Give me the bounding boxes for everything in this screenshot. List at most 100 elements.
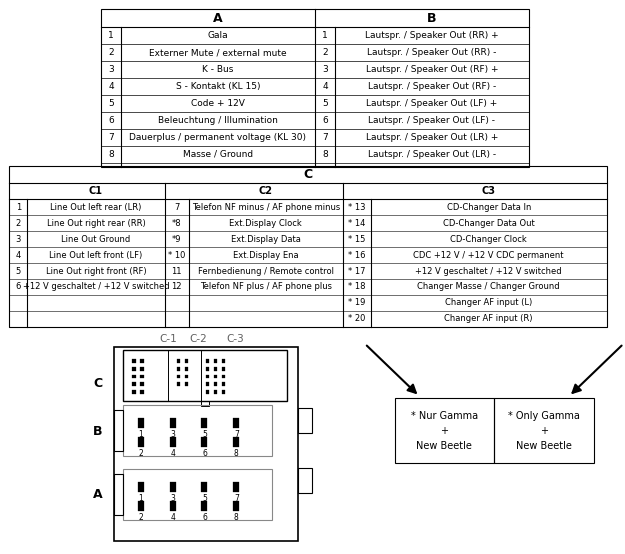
Text: 7: 7	[174, 203, 179, 212]
Text: 6: 6	[202, 512, 207, 521]
Text: *8: *8	[172, 219, 181, 228]
Text: 7: 7	[234, 430, 239, 439]
Text: Changer AF input (L): Changer AF input (L)	[445, 299, 532, 307]
Text: Externer Mute / external mute: Externer Mute / external mute	[149, 48, 287, 57]
Bar	[169, 482, 176, 492]
Text: A: A	[93, 489, 103, 501]
Text: 5: 5	[108, 99, 114, 108]
Bar	[222, 375, 225, 378]
Bar	[132, 382, 136, 387]
Text: A: A	[213, 12, 222, 25]
Bar	[114, 474, 123, 515]
Text: 12: 12	[171, 283, 182, 291]
Text: 1: 1	[322, 31, 328, 40]
Text: Line Out left rear (LR): Line Out left rear (LR)	[50, 203, 142, 212]
Text: 4: 4	[170, 449, 175, 458]
Bar	[140, 391, 144, 394]
Text: 1: 1	[16, 203, 21, 212]
Text: Ext.Display Clock: Ext.Display Clock	[229, 219, 302, 228]
Bar	[9, 166, 607, 327]
Text: * 18: * 18	[348, 283, 366, 291]
Bar	[177, 367, 181, 371]
Text: * Nur Gamma
+
New Beetle: * Nur Gamma + New Beetle	[411, 411, 478, 450]
Text: CD-Changer Data In: CD-Changer Data In	[446, 203, 531, 212]
Bar	[138, 501, 144, 511]
Text: Line Out Ground: Line Out Ground	[61, 235, 131, 244]
Text: 4: 4	[16, 250, 21, 260]
Bar	[201, 402, 209, 406]
Text: 4: 4	[322, 82, 328, 91]
Text: C2: C2	[259, 187, 272, 197]
Bar	[214, 382, 217, 387]
Bar	[206, 375, 209, 378]
Text: B: B	[93, 425, 103, 438]
Text: 5: 5	[202, 430, 207, 439]
Text: Lautspr. / Speaker Out (LF) +: Lautspr. / Speaker Out (LF) +	[366, 99, 498, 108]
Text: 1: 1	[138, 430, 143, 439]
Bar	[169, 501, 176, 511]
Text: 5: 5	[202, 494, 207, 503]
Bar	[140, 375, 144, 378]
Text: 2: 2	[108, 48, 114, 57]
Text: Changer AF input (R): Changer AF input (R)	[444, 314, 533, 324]
Text: 3: 3	[170, 430, 175, 439]
Bar	[185, 382, 188, 387]
Text: 8: 8	[322, 150, 328, 158]
Text: 2: 2	[322, 48, 328, 57]
Bar	[222, 391, 225, 394]
Bar	[222, 382, 225, 387]
Text: 3: 3	[16, 235, 21, 244]
Bar	[206, 358, 209, 362]
Text: +12 V geschaltet / +12 V switched: +12 V geschaltet / +12 V switched	[416, 266, 562, 275]
Text: Telefon NF minus / AF phone minus: Telefon NF minus / AF phone minus	[192, 203, 340, 212]
Text: Lautspr. / Speaker Out (RF) -: Lautspr. / Speaker Out (RF) -	[368, 82, 496, 91]
Bar	[177, 382, 181, 387]
Bar	[140, 367, 144, 371]
Text: 4: 4	[108, 82, 114, 91]
Text: C-3: C-3	[226, 334, 244, 343]
Text: Fernbedienung / Remote control: Fernbedienung / Remote control	[198, 266, 334, 275]
Text: 5: 5	[322, 99, 328, 108]
Bar	[233, 501, 239, 511]
Bar	[123, 469, 272, 520]
Text: * 16: * 16	[348, 250, 366, 260]
Text: Gala: Gala	[208, 31, 228, 40]
Text: Ext.Display Ena: Ext.Display Ena	[233, 250, 299, 260]
Bar	[214, 367, 217, 371]
Bar	[138, 482, 144, 492]
Text: 6: 6	[108, 116, 114, 125]
Bar	[214, 358, 217, 362]
Text: 2: 2	[138, 512, 143, 521]
Text: Line Out right rear (RR): Line Out right rear (RR)	[47, 219, 146, 228]
Text: CDC +12 V / +12 V CDC permanent: CDC +12 V / +12 V CDC permanent	[414, 250, 564, 260]
Text: Ext.Display Data: Ext.Display Data	[231, 235, 301, 244]
Bar	[138, 418, 144, 428]
Text: 1: 1	[138, 494, 143, 503]
Text: * 15: * 15	[348, 235, 366, 244]
Text: 4: 4	[170, 512, 175, 521]
Bar	[185, 375, 188, 378]
Text: * 14: * 14	[348, 219, 366, 228]
Bar	[233, 482, 239, 492]
Text: +12 V geschaltet / +12 V switched: +12 V geschaltet / +12 V switched	[22, 283, 169, 291]
Text: Lautspr. / Speaker Out (LR) -: Lautspr. / Speaker Out (LR) -	[368, 150, 496, 158]
Bar	[214, 391, 217, 394]
Bar	[114, 411, 123, 451]
Text: 2: 2	[16, 219, 21, 228]
Bar	[298, 468, 312, 493]
Bar	[201, 482, 208, 492]
Bar	[169, 418, 176, 428]
Bar	[177, 358, 181, 362]
Bar	[123, 350, 287, 402]
Text: 6: 6	[16, 283, 21, 291]
Text: C: C	[93, 377, 103, 390]
Text: S - Kontakt (KL 15): S - Kontakt (KL 15)	[176, 82, 260, 91]
Bar	[132, 358, 136, 362]
Bar	[222, 358, 225, 362]
Text: 3: 3	[322, 65, 328, 74]
Bar	[201, 437, 208, 447]
Text: 7: 7	[108, 133, 114, 142]
Bar	[233, 437, 239, 447]
Bar	[201, 501, 208, 511]
Text: * 20: * 20	[348, 314, 366, 324]
